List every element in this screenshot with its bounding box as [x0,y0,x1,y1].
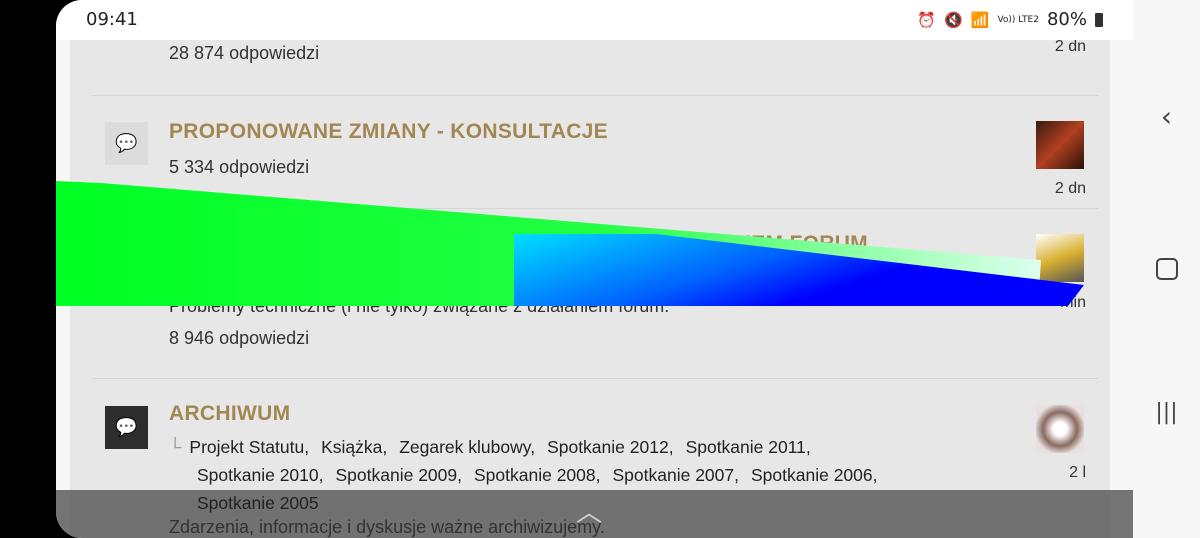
recent-apps-button[interactable]: ||| [1155,400,1178,425]
back-button[interactable]: ‹ [1160,100,1173,133]
reply-count: 5 334 odpowiedzi [169,157,310,177]
subforum-link[interactable]: Spotkanie 2005 [197,493,319,513]
reply-count: 28 874 odpowiedzi [169,43,320,63]
subforum-link[interactable]: Zegarek klubowy, [399,437,536,457]
alarm-icon: ⏰ [917,10,937,29]
forum-title[interactable]: ARCHIWUM [169,402,291,425]
last-post-time: 2 l [1069,464,1086,481]
subforum-link[interactable]: Spotkanie 2006, [751,465,878,485]
battery-level: 80% [1046,9,1087,30]
chevron-up-icon[interactable]: ︿ [576,498,603,528]
artifact-blue [514,234,1084,306]
forum-row[interactable]: 💬 ARCHIWUM └ Projekt Statutu, Książka, Zega… [92,378,1098,538]
mute-icon: 🔇 [944,10,963,29]
subforum-link[interactable]: Spotkanie 2008, [474,465,601,485]
subforum-link[interactable]: Książka, [321,437,388,457]
navigation-bar: ‹ ||| [1133,0,1200,538]
render-artifact-overlay [56,181,1084,306]
last-post-time: 2 dn [1054,38,1086,55]
wifi-icon: 📶 [970,10,990,29]
comments-icon: 💬 [105,122,148,165]
subforum-link[interactable]: Spotkanie 2007, [612,465,740,485]
comments-icon: 💬 [105,406,148,449]
network-label: Vo)) LTE2 [997,14,1039,25]
forum-title[interactable]: PROPONOWANE ZMIANY - KONSULTACJE [169,120,608,143]
avatar[interactable] [1036,234,1084,282]
home-button[interactable] [1133,254,1200,287]
subforum-link[interactable]: Spotkanie 2010, [197,465,324,485]
reply-count: 8 946 odpowiedzi [169,328,310,348]
avatar[interactable] [1036,121,1084,169]
subforum-branch-icon: └ [169,437,182,457]
forum-description: Zdarzenia, informacje i dyskusje ważne a… [169,517,605,537]
clock: 09:41 [86,9,138,30]
subforum-link[interactable]: Spotkanie 2011, [685,437,811,457]
forum-row[interactable]: 💬 PROPONOWANE ZMIANY - KONSULTACJE 5 334… [92,95,1098,209]
last-post-time: 2 dn [1054,180,1086,197]
bottom-toolbar[interactable]: ︿ [56,490,1133,538]
battery-icon [1095,12,1103,27]
subforum-list: └ Projekt Statutu, Książka, Zegarek klubowy… [169,433,929,517]
status-bar: 09:41 ⏰ 🔇 📶 Vo)) LTE2 80% [56,0,1133,40]
subforum-link[interactable]: Projekt Statutu, [189,437,310,457]
phone-screen: 28 874 odpowiedzi 2 dn 💬 PROPONOWANE ZMI… [56,0,1200,538]
subforum-link[interactable]: Spotkanie 2009, [335,465,463,485]
forum-row: 28 874 odpowiedzi 2 dn [92,0,1098,96]
subforum-link[interactable]: Spotkanie 2012, [547,437,674,457]
avatar[interactable] [1036,405,1084,453]
